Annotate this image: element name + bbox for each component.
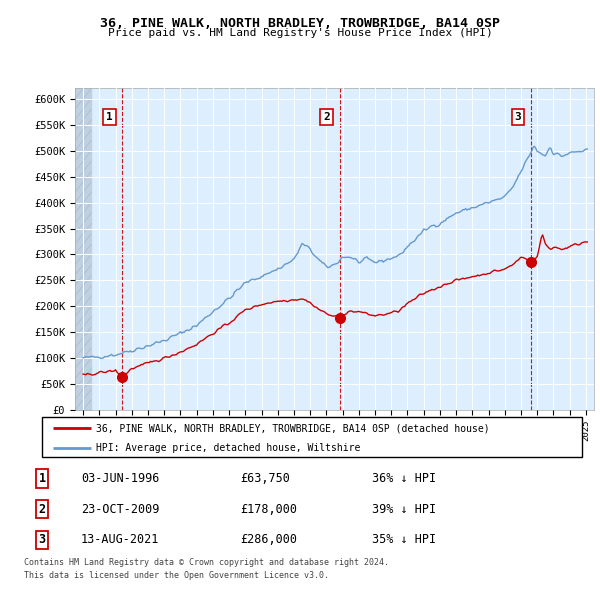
Text: £63,750: £63,750 [240,472,290,485]
Text: This data is licensed under the Open Government Licence v3.0.: This data is licensed under the Open Gov… [24,571,329,580]
Text: 3: 3 [38,533,46,546]
FancyBboxPatch shape [42,417,582,457]
Text: 36, PINE WALK, NORTH BRADLEY, TROWBRIDGE, BA14 0SP: 36, PINE WALK, NORTH BRADLEY, TROWBRIDGE… [100,17,500,30]
Text: 1: 1 [38,472,46,485]
Text: 36% ↓ HPI: 36% ↓ HPI [372,472,436,485]
Text: 2: 2 [38,503,46,516]
Text: 03-JUN-1996: 03-JUN-1996 [81,472,160,485]
Text: 23-OCT-2009: 23-OCT-2009 [81,503,160,516]
Text: HPI: Average price, detached house, Wiltshire: HPI: Average price, detached house, Wilt… [96,444,361,454]
Text: 35% ↓ HPI: 35% ↓ HPI [372,533,436,546]
Text: 13-AUG-2021: 13-AUG-2021 [81,533,160,546]
Text: 1: 1 [106,112,113,122]
Text: £286,000: £286,000 [240,533,297,546]
Text: 36, PINE WALK, NORTH BRADLEY, TROWBRIDGE, BA14 0SP (detached house): 36, PINE WALK, NORTH BRADLEY, TROWBRIDGE… [96,424,490,434]
Text: Contains HM Land Registry data © Crown copyright and database right 2024.: Contains HM Land Registry data © Crown c… [24,558,389,567]
Text: 39% ↓ HPI: 39% ↓ HPI [372,503,436,516]
Text: 3: 3 [515,112,521,122]
Text: 2: 2 [323,112,330,122]
Text: £178,000: £178,000 [240,503,297,516]
Text: Price paid vs. HM Land Registry's House Price Index (HPI): Price paid vs. HM Land Registry's House … [107,28,493,38]
